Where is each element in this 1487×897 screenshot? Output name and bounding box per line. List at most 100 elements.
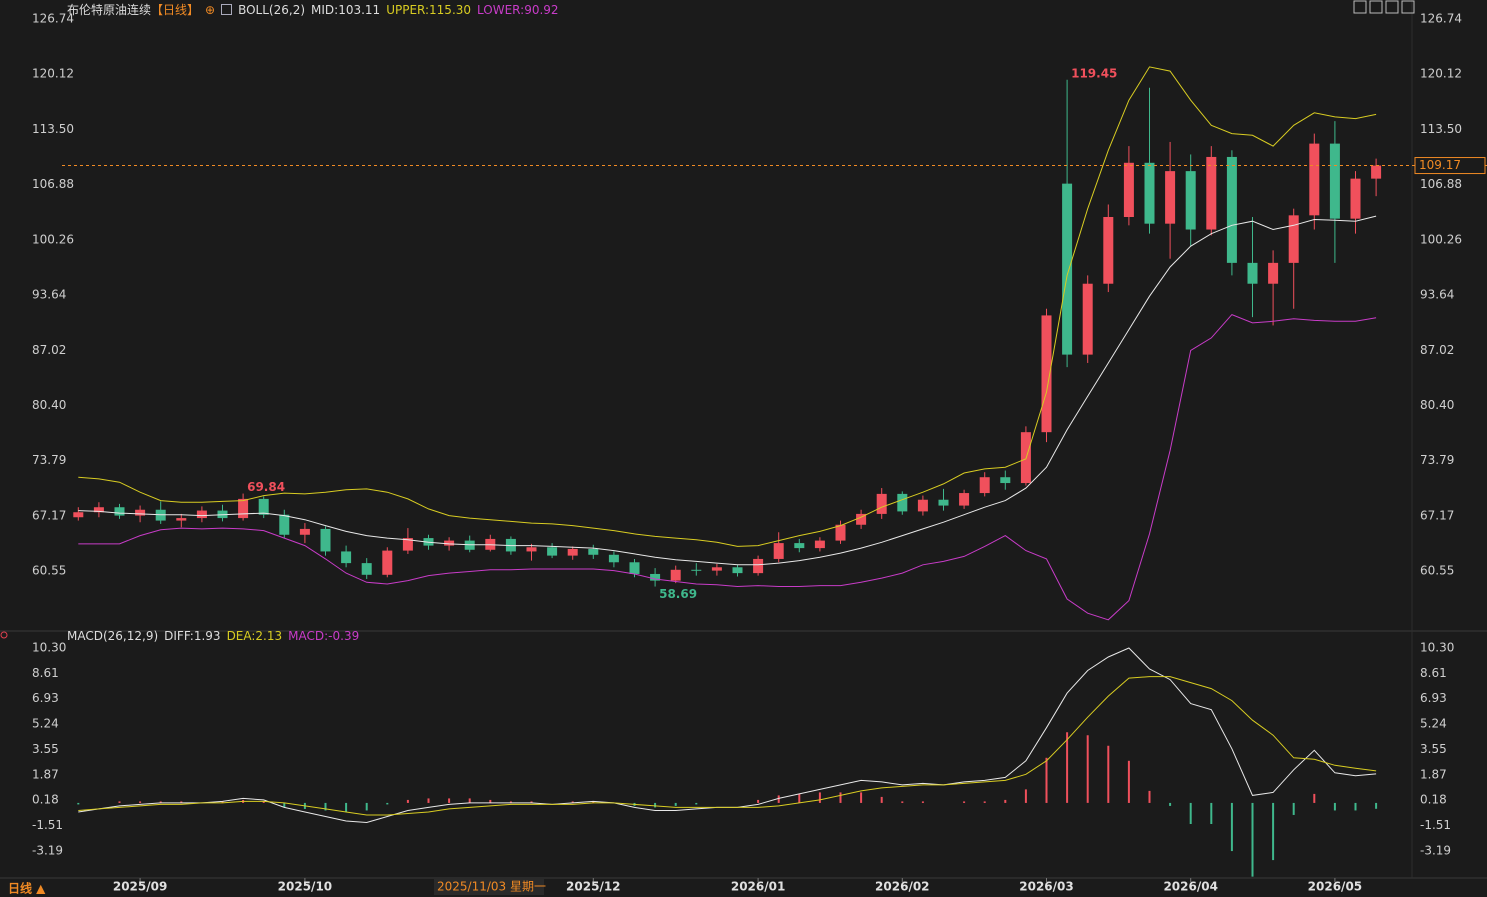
candle-body bbox=[341, 551, 352, 564]
y-tick-label: 113.50 bbox=[32, 122, 74, 136]
y-tick-label: 100.26 bbox=[32, 232, 74, 246]
candle-body bbox=[567, 548, 578, 556]
upper-value: UPPER:115.30 bbox=[386, 2, 472, 17]
y-tick-label: 6.93 bbox=[32, 691, 59, 705]
y-tick-label: 60.55 bbox=[32, 564, 66, 578]
period[interactable]: 【日线】 bbox=[151, 3, 200, 17]
candle-body bbox=[526, 547, 537, 552]
candle-body bbox=[73, 512, 84, 518]
candle-body bbox=[1329, 143, 1340, 219]
candle-body bbox=[1000, 477, 1011, 484]
candle-body bbox=[773, 543, 784, 559]
candle-body bbox=[979, 477, 990, 494]
candle-body bbox=[176, 518, 187, 521]
candle-body bbox=[258, 498, 269, 515]
candle-body bbox=[588, 548, 599, 555]
candle-body bbox=[732, 567, 743, 574]
candle-body bbox=[629, 562, 640, 574]
candle-body bbox=[1082, 283, 1093, 355]
y-tick-label: 3.55 bbox=[32, 742, 59, 756]
y-tick-label: 120.12 bbox=[32, 67, 74, 81]
candle-body bbox=[402, 538, 413, 551]
y-tick-label-right: 0.18 bbox=[1420, 793, 1447, 807]
candle-body bbox=[835, 524, 846, 541]
y-tick-label: 0.18 bbox=[32, 793, 59, 807]
y-tick-label: 80.40 bbox=[32, 398, 66, 412]
extreme-label: 58.69 bbox=[659, 587, 697, 601]
candle-body bbox=[1309, 143, 1320, 216]
candle-body bbox=[938, 499, 949, 506]
candle-body bbox=[1247, 262, 1258, 284]
candle-body bbox=[547, 547, 558, 556]
y-tick-label: 67.17 bbox=[32, 508, 66, 522]
y-tick-label-right: 60.55 bbox=[1420, 564, 1454, 578]
y-tick-label-right: 80.40 bbox=[1420, 398, 1454, 412]
boll-line bbox=[78, 314, 1377, 621]
toolbar-icons bbox=[1353, 0, 1415, 14]
candle-body bbox=[650, 573, 661, 581]
y-tick-label-right: 1.87 bbox=[1420, 767, 1447, 781]
x-tick-label: 2026/03 bbox=[1019, 880, 1073, 894]
y-tick-label: -3.19 bbox=[32, 843, 63, 857]
candle-body bbox=[279, 514, 290, 535]
candle-body bbox=[608, 554, 619, 563]
candle-body bbox=[753, 558, 764, 574]
y-tick-label: 5.24 bbox=[32, 717, 59, 731]
x-tick-label: 2026/05 bbox=[1308, 880, 1362, 894]
y-tick-label-right: 10.30 bbox=[1420, 640, 1454, 654]
y-tick-label-right: 126.74 bbox=[1420, 12, 1462, 26]
x-tick-label: 2026/01 bbox=[731, 880, 785, 894]
y-tick-label: 106.88 bbox=[32, 177, 74, 191]
candle-body bbox=[114, 507, 125, 516]
icon[interactable] bbox=[1401, 0, 1415, 14]
x-tick-label: 2026/02 bbox=[875, 880, 929, 894]
y-tick-label: 87.02 bbox=[32, 343, 66, 357]
extreme-label: 69.84 bbox=[247, 480, 285, 494]
boll-line bbox=[78, 215, 1377, 566]
candle-body bbox=[361, 563, 372, 575]
add-icon[interactable]: ⊕ bbox=[205, 2, 216, 17]
x-tick-label: 2025/12 bbox=[566, 880, 620, 894]
y-tick-label-right: 93.64 bbox=[1420, 288, 1454, 302]
candle-body bbox=[1371, 165, 1382, 179]
cursor-date: 2025/11/03 星期一 bbox=[437, 880, 546, 894]
candle-body bbox=[1226, 156, 1237, 263]
price-header: 布伦特原油连续 【日线】 ⊕ BOLL(26,2) MID:103.11 UPP… bbox=[67, 1, 559, 18]
candle-body bbox=[1288, 215, 1299, 263]
candle-body bbox=[320, 528, 331, 552]
candle-body bbox=[135, 509, 146, 516]
y-tick-label: 8.61 bbox=[32, 666, 59, 680]
candle-body bbox=[1206, 156, 1217, 230]
candle-body bbox=[814, 540, 825, 549]
candle-body bbox=[897, 493, 908, 512]
candle-body bbox=[1268, 262, 1279, 284]
y-tick-label-right: 100.26 bbox=[1420, 232, 1462, 246]
candle-body bbox=[1165, 171, 1176, 224]
y-tick-label: 93.64 bbox=[32, 288, 66, 302]
y-tick-label: 10.30 bbox=[32, 640, 66, 654]
boll-line bbox=[78, 66, 1377, 547]
extreme-label: 119.45 bbox=[1071, 66, 1117, 80]
candle-body bbox=[444, 540, 455, 546]
candle-body bbox=[1185, 171, 1196, 230]
candle-body bbox=[299, 528, 310, 535]
candle-body bbox=[794, 543, 805, 549]
candle-body bbox=[382, 550, 393, 575]
macd-value: MACD:-0.39 bbox=[288, 629, 360, 643]
period-switch[interactable]: 日线 ▲ bbox=[8, 881, 46, 896]
last-price-box bbox=[1414, 157, 1486, 175]
y-tick-label-right: 73.79 bbox=[1420, 453, 1454, 467]
candle-body bbox=[196, 510, 207, 519]
y-tick-label-right: 3.55 bbox=[1420, 742, 1447, 756]
icon[interactable] bbox=[1385, 0, 1399, 14]
macd-header: MACD(26,12,9) DIFF:1.93 DEA:2.13 MACD:-0… bbox=[67, 629, 359, 643]
indicator-icon[interactable] bbox=[221, 4, 233, 15]
icon[interactable] bbox=[1353, 0, 1367, 14]
icon[interactable] bbox=[1369, 0, 1383, 14]
x-tick-label: 2025/09 bbox=[113, 880, 167, 894]
candle-body bbox=[917, 499, 928, 512]
y-tick-label: 126.74 bbox=[32, 12, 74, 26]
candle-body bbox=[1062, 183, 1073, 355]
